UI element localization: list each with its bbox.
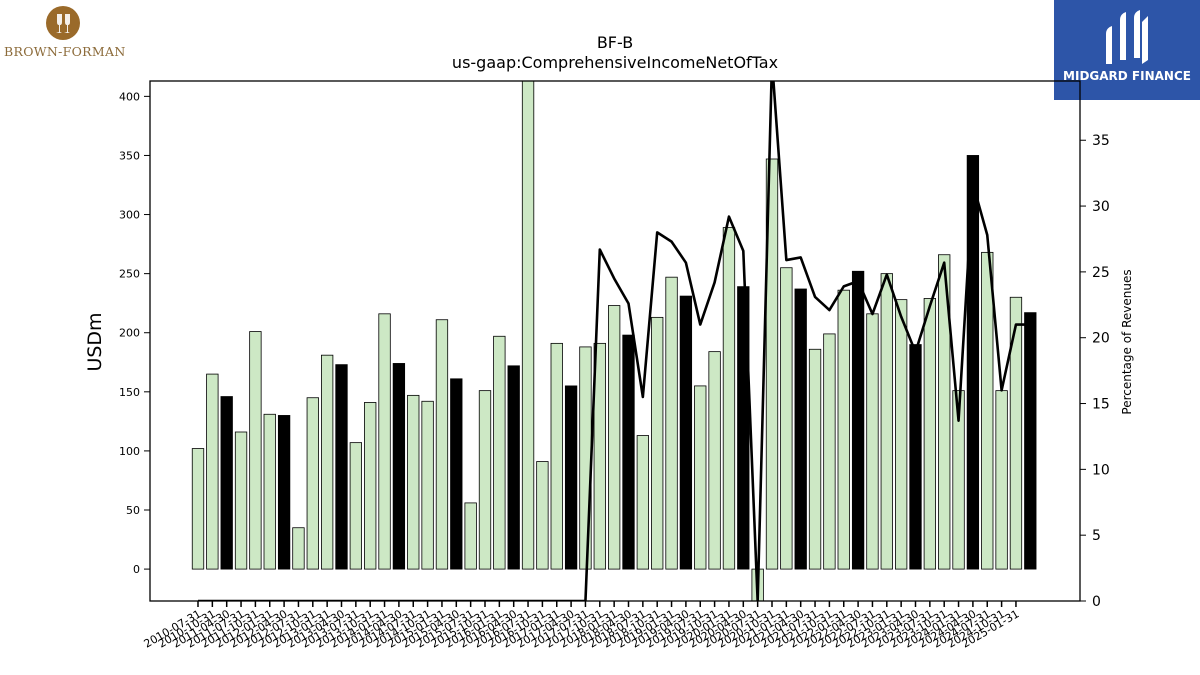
bar-23: [521, 81, 535, 570]
y2-tick-label-5: 5: [1092, 528, 1101, 544]
bar-24: [536, 461, 549, 570]
bar-58: [1024, 312, 1037, 570]
bar-25: [550, 342, 563, 570]
y-tick-label-0: 0: [133, 563, 140, 576]
bar-27: [579, 346, 592, 570]
bar-15: [407, 394, 420, 570]
bar-3: [234, 431, 248, 570]
midgard-finance-wordmark: MIDGARD FINANCE: [1063, 69, 1191, 83]
bar-6: [277, 415, 291, 570]
x-axis: 2010-07-312010-10-312011-04-302011-07-31…: [142, 601, 1021, 651]
bar-series: [191, 81, 1037, 601]
chart-subtitle: us-gaap:ComprehensiveIncomeNetOfTax: [452, 53, 778, 72]
midgard-finance-logo: MIDGARD FINANCE: [1054, 0, 1200, 100]
bar-42: [794, 288, 807, 570]
bar-56: [995, 390, 1008, 570]
bar-51: [923, 298, 936, 570]
bar-19: [464, 502, 477, 570]
bar-43: [808, 348, 822, 570]
percentage-line: [198, 81, 1031, 601]
bar-33: [665, 276, 678, 570]
bar-20: [478, 390, 492, 570]
bar-35: [694, 385, 707, 570]
y-axis-left: 0 50 100 150 200 250 300 350 400: [119, 90, 150, 576]
bar-4: [249, 331, 262, 570]
bar-45: [837, 289, 850, 570]
bar-40: [765, 158, 779, 570]
bar-44: [823, 333, 836, 570]
y-tick-label-400: 400: [119, 90, 140, 103]
bar-48: [880, 273, 893, 570]
y2-tick-label-30: 30: [1092, 199, 1110, 215]
bar-30: [622, 334, 635, 570]
bar-1: [206, 373, 219, 570]
chart-title: BF-B: [597, 33, 633, 52]
bar-41: [780, 267, 793, 570]
y2-tick-label-35: 35: [1092, 133, 1110, 149]
bar-22: [507, 365, 520, 570]
bar-46: [851, 270, 865, 570]
y2-axis-label: Percentage of Revenues: [1120, 269, 1134, 414]
bar-2: [220, 396, 233, 570]
bar-47: [866, 313, 879, 570]
bar-37: [722, 227, 736, 570]
y2-tick-label-20: 20: [1092, 331, 1110, 347]
bar-21: [493, 335, 506, 570]
bar-54: [966, 155, 980, 570]
y-tick-label-200: 200: [119, 327, 140, 340]
bar-9: [320, 354, 334, 570]
bar-28: [593, 342, 606, 570]
bar-31: [636, 435, 649, 570]
y-axis-label: USDm: [84, 312, 106, 371]
bar-52: [938, 254, 951, 570]
line-series: [198, 81, 1031, 601]
brown-forman-seal-icon: [46, 6, 80, 40]
y2-tick-label-15: 15: [1092, 397, 1110, 413]
bar-55: [981, 251, 994, 570]
bar-29: [608, 305, 621, 570]
bar-36: [708, 351, 721, 570]
brown-forman-wordmark: BROWN-FORMAN: [4, 44, 126, 59]
bar-50: [909, 344, 922, 570]
y-tick-label-100: 100: [119, 445, 140, 458]
bar-53: [952, 390, 965, 570]
midgard-finance-mark-icon: [1106, 10, 1148, 64]
y-tick-label-300: 300: [119, 209, 140, 222]
bar-26: [564, 385, 578, 570]
brown-forman-logo: BROWN-FORMAN: [0, 0, 130, 70]
bar-16: [421, 400, 434, 570]
y-tick-label-250: 250: [119, 268, 140, 281]
bar-18: [450, 378, 463, 570]
y2-tick-label-25: 25: [1092, 265, 1110, 281]
bar-14: [392, 363, 406, 570]
bar-57: [1009, 296, 1023, 570]
bar-8: [306, 397, 319, 570]
bar-38: [737, 286, 750, 570]
y-tick-label-350: 350: [119, 149, 140, 162]
bar-0: [191, 448, 205, 570]
y2-tick-label-10: 10: [1092, 462, 1110, 478]
bar-5: [263, 413, 276, 570]
bar-10: [335, 364, 348, 570]
bar-32: [651, 316, 664, 570]
bar-11: [349, 442, 363, 570]
y-axis-right: 0 5 10 15 20 25 30 35: [1080, 133, 1110, 610]
y-tick-label-50: 50: [126, 504, 140, 517]
bar-17: [435, 319, 449, 570]
y-tick-label-150: 150: [119, 386, 140, 399]
y2-tick-label-0: 0: [1092, 594, 1101, 610]
bar-7: [292, 527, 305, 570]
plot-frame: [149, 80, 1081, 602]
bar-34: [679, 295, 693, 570]
bar-12: [364, 402, 377, 570]
bar-13: [378, 313, 391, 570]
bar-49: [895, 299, 908, 570]
